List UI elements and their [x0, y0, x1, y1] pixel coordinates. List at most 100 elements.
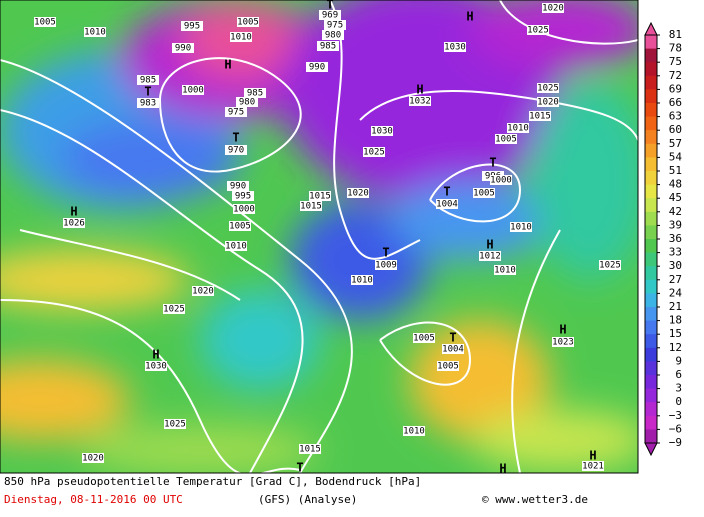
pressure-label: 1005 — [437, 362, 459, 372]
colorbar-label: 75 — [669, 55, 682, 68]
pressure-label: 1010 — [351, 276, 373, 286]
isobars — [0, 0, 638, 473]
pressure-label: 1025 — [363, 148, 385, 158]
label-bg — [542, 3, 564, 13]
colorbar-band — [645, 402, 657, 417]
colorbar-label: 66 — [669, 96, 682, 109]
colorbar-label: 81 — [669, 28, 682, 41]
colorbar-label: 60 — [669, 123, 682, 136]
label-bg — [225, 145, 247, 155]
pressure-label: 1005 — [473, 189, 495, 199]
label-bg — [145, 361, 167, 371]
colorbar-label: 15 — [669, 327, 682, 340]
label-bg — [529, 111, 551, 121]
colorbar-label: 48 — [669, 178, 682, 191]
colorbar-band — [645, 252, 657, 267]
label-bg — [409, 96, 431, 106]
pressure-label: 1000 — [490, 176, 512, 186]
label-bg — [375, 260, 397, 270]
pressure-center: H — [224, 58, 231, 72]
colorbar-band — [645, 293, 657, 308]
pressure-label: 1023 — [552, 338, 574, 348]
colorbar-band — [645, 75, 657, 90]
pressure-center: H — [559, 323, 566, 337]
colorbar-band — [645, 347, 657, 362]
pressure-label: 995 — [235, 192, 251, 202]
label-bg — [236, 97, 258, 107]
colorbar-band — [645, 388, 657, 403]
pressure-label: 1005 — [34, 18, 56, 28]
pressure-label: 1004 — [442, 345, 464, 355]
pressure-label: 1030 — [145, 362, 167, 372]
label-bg — [552, 337, 574, 347]
pressure-label: 975 — [327, 21, 343, 31]
label-bg — [510, 222, 532, 232]
map-model: (GFS) (Analyse) — [258, 493, 357, 506]
label-bg — [309, 191, 331, 201]
pressure-label: 1005 — [413, 334, 435, 344]
pressure-label: 1025 — [599, 261, 621, 271]
pressure-center: H — [70, 205, 77, 219]
map-date: Dienstag, 08-11-2016 00 UTC — [4, 493, 183, 506]
colorbar-band — [645, 334, 657, 349]
label-bg — [84, 27, 106, 37]
pressure-label: 1010 — [230, 33, 252, 43]
pressure-label: 1010 — [84, 28, 106, 38]
colorbar-band — [645, 429, 657, 444]
colorbar-label: 9 — [675, 354, 682, 367]
pressure-label: 990 — [309, 63, 325, 73]
label-bg — [537, 97, 559, 107]
label-bg — [437, 361, 459, 371]
pressure-label: 1030 — [371, 127, 393, 137]
pressure-center: H — [499, 462, 506, 476]
pressure-label: 1020 — [192, 287, 214, 297]
pressure-label: 990 — [175, 44, 191, 54]
pressure-label: 1012 — [479, 252, 501, 262]
colorbar-label: −3 — [669, 409, 682, 422]
label-bg — [507, 123, 529, 133]
colorbar-band — [645, 89, 657, 104]
label-bg — [324, 20, 346, 30]
colorbar-label: 42 — [669, 205, 682, 218]
colorbar-label: 27 — [669, 273, 682, 286]
colorbar-band — [645, 103, 657, 118]
pressure-label: 1010 — [510, 223, 532, 233]
pressure-center: H — [589, 449, 596, 463]
pressure-label: 1020 — [82, 454, 104, 464]
colorbar-label: 63 — [669, 110, 682, 123]
colorbar-cap — [644, 21, 658, 36]
pressure-label: 1020 — [542, 4, 564, 14]
pressure-center: H — [152, 348, 159, 362]
colorbar-band — [645, 225, 657, 240]
label-bg — [351, 275, 373, 285]
label-bg — [192, 286, 214, 296]
colorbar-label: 45 — [669, 191, 682, 204]
label-bg — [490, 175, 512, 185]
map-title: 850 hPa pseudopotentielle Temperatur [Gr… — [4, 475, 421, 488]
label-bg — [347, 188, 369, 198]
label-bg — [137, 98, 159, 108]
colorbar-band — [645, 143, 657, 158]
label-bg — [442, 344, 464, 354]
label-bg — [229, 221, 251, 231]
colorbar-label: 33 — [669, 246, 682, 259]
label-bg — [34, 17, 56, 27]
label-bg — [172, 43, 194, 53]
pressure-label: 1032 — [409, 97, 431, 107]
pressure-label: 1010 — [403, 427, 425, 437]
colorbar-band — [645, 62, 657, 77]
colorbar-band — [645, 239, 657, 254]
pressure-center: T — [326, 0, 333, 12]
label-bg — [444, 42, 466, 52]
label-bg — [363, 147, 385, 157]
label-bg — [479, 251, 501, 261]
label-bg — [232, 191, 254, 201]
label-bg — [527, 25, 549, 35]
colorbar-band — [645, 375, 657, 390]
pressure-label: 990 — [230, 182, 246, 192]
colorbar-band — [645, 266, 657, 281]
colorbar-label: 57 — [669, 137, 682, 150]
pressure-label: 1020 — [347, 189, 369, 199]
label-bg — [403, 426, 425, 436]
pressure-label: 1000 — [233, 205, 255, 215]
